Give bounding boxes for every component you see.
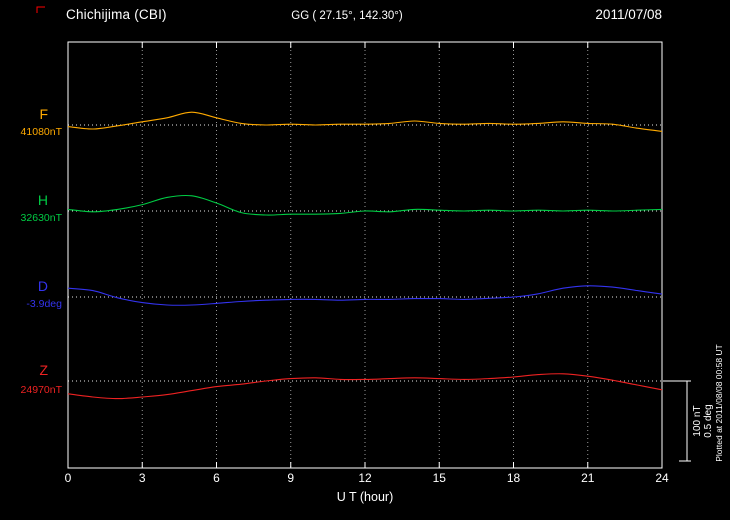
registration-mark xyxy=(36,6,45,13)
x-tick-label: 6 xyxy=(213,471,220,485)
x-tick-label: 18 xyxy=(506,471,521,485)
scale-bar-label-deg: 0.5 deg xyxy=(703,404,714,438)
station-title: Chichijima (CBI) xyxy=(66,7,167,22)
x-tick-label: 0 xyxy=(64,471,72,485)
plotted-at-note: Plotted at 2011/08/08 00:58 UT xyxy=(714,344,724,462)
series-D-line xyxy=(67,285,663,306)
series-baseline-H: 32630nT xyxy=(20,212,62,224)
series-letter-D: D xyxy=(37,278,48,294)
scale-bar-label-nt: 100 nT xyxy=(692,405,703,437)
series-baseline-Z: 24970nT xyxy=(20,384,62,396)
plot-date: 2011/07/08 xyxy=(595,7,662,22)
series-letter-Z: Z xyxy=(39,362,48,378)
scale-bar-label: 100 nT 0.5 deg xyxy=(692,404,714,437)
x-tick-label: 21 xyxy=(581,471,595,485)
scale-bar xyxy=(663,380,691,462)
x-tick-label: 12 xyxy=(358,471,372,485)
series-baseline-F: 41080nT xyxy=(20,126,62,138)
station-coordinates: GG ( 27.15°, 142.30°) xyxy=(291,10,403,22)
x-tick-label: 9 xyxy=(287,471,295,485)
x-axis-label: U T (hour) xyxy=(336,490,394,504)
plot-frame xyxy=(67,41,663,469)
series-H-line xyxy=(67,194,663,216)
x-tick-label: 15 xyxy=(432,471,446,485)
x-axis-ticks: 0 3 6 9 12 15 18 21 24 xyxy=(0,471,730,487)
series-Z-line xyxy=(67,373,663,400)
x-tick-label: 3 xyxy=(138,471,146,485)
x-tick-label: 24 xyxy=(655,471,669,485)
series-letter-F: F xyxy=(39,106,48,122)
series-F-line xyxy=(67,111,663,132)
series-letter-H: H xyxy=(37,192,48,208)
series-baseline-D: -3.9deg xyxy=(26,298,62,310)
